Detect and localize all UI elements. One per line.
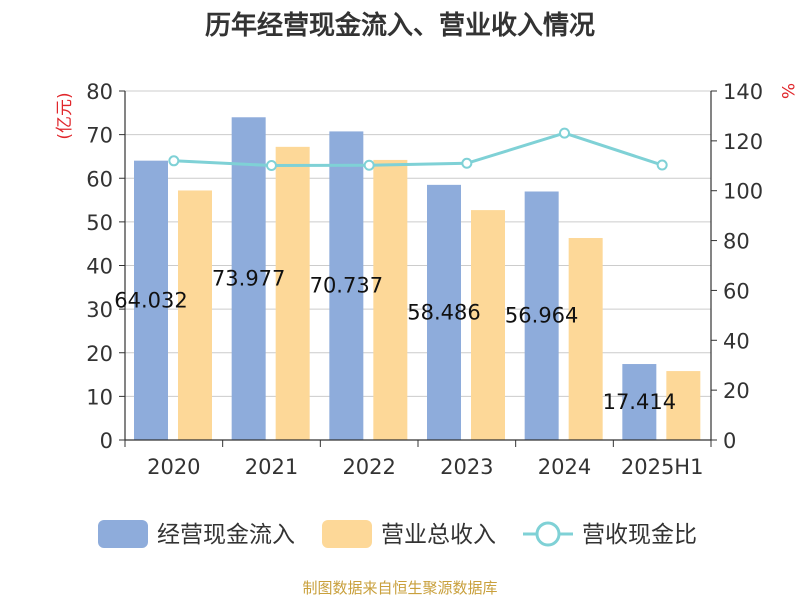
right-axis-tick-label: 120	[723, 130, 763, 154]
legend-swatch-cash-inflow	[98, 520, 148, 548]
right-axis-tick-label: 140	[723, 80, 763, 104]
left-axis-tick-label: 70	[86, 124, 113, 148]
ratio-point	[656, 159, 668, 171]
left-axis-tick-label: 0	[100, 429, 113, 453]
ratio-point	[461, 157, 473, 169]
x-axis-tick-label: 2022	[342, 455, 395, 479]
cash-inflow-bar	[427, 184, 461, 440]
revenue-bar	[471, 210, 505, 440]
ratio-line	[168, 127, 668, 172]
cash-inflow-bar	[231, 117, 266, 441]
x-axis-tick-label: 2021	[245, 455, 298, 479]
ratio-point	[168, 155, 180, 167]
revenue-bar	[666, 371, 701, 440]
bar-series	[134, 117, 701, 441]
bar-labels: 64.032 73.977 70.737 58.486 56.964 17.414	[114, 267, 676, 414]
right-axis-tick-label: 80	[723, 230, 750, 254]
revenue-bar	[373, 159, 408, 441]
chart-title: 历年经营现金流入、营业收入情况	[205, 10, 595, 41]
cash-inflow-bar	[622, 364, 657, 440]
cash-inflow-bar-label: 56.964	[505, 304, 578, 328]
left-axis-tick-label: 40	[86, 255, 113, 279]
cash-inflow-bar	[134, 160, 168, 440]
right-axis-tick-label: 60	[723, 279, 750, 303]
cash-inflow-bar	[524, 191, 559, 440]
x-axis-tick-label: 2024	[538, 455, 591, 479]
cash-inflow-bar-label: 70.737	[310, 274, 383, 298]
ratio-point	[266, 160, 277, 172]
legend-swatch-revenue	[322, 520, 372, 548]
legend-swatch-ratio-marker	[535, 521, 561, 547]
cash-inflow-bar-label: 73.977	[212, 267, 285, 291]
left-axis-unit: (亿元)	[55, 92, 75, 139]
right-axis-tick-label: 40	[723, 329, 750, 353]
legend-label-revenue: 营业总收入	[381, 522, 496, 548]
source-note: 制图数据来自恒生聚源数据库	[302, 579, 497, 597]
left-axis-tick-label: 20	[86, 342, 113, 366]
left-axis-tick-label: 80	[86, 80, 113, 104]
x-axis-tick-label: 2020	[147, 455, 200, 479]
legend-label-ratio: 营收现金比	[582, 522, 697, 548]
legend-label-cash-inflow: 经营现金流入	[157, 522, 295, 548]
left-axis-tick-label: 30	[86, 298, 113, 322]
right-axis-tick-label: 100	[723, 180, 763, 204]
gridlines	[125, 90, 711, 397]
cash-inflow-bar-label: 64.032	[114, 288, 187, 312]
revenue-bar	[568, 238, 603, 440]
ratio-line-path	[173, 131, 663, 168]
cash-inflow-bar-label: 58.486	[407, 300, 480, 324]
revenue-bar	[275, 146, 310, 440]
right-axis-tick-label: 20	[723, 379, 750, 403]
revenue-bar	[178, 190, 212, 440]
cash-inflow-bar	[329, 131, 364, 440]
left-axis-tick-label: 50	[86, 211, 113, 235]
x-axis-tick-label: 2025H1	[621, 455, 704, 479]
right-axis-tick-label: 0	[723, 429, 736, 453]
ratio-point	[559, 127, 570, 139]
ratio-point	[363, 159, 375, 171]
right-axis-unit: %	[777, 83, 797, 99]
axes: 0 10 20 30 40 50 60 70 80 0 20 40 60 80 100 120 140 2020 2…	[86, 80, 763, 479]
left-axis-tick-label: 60	[86, 167, 113, 191]
cash-inflow-bar-label: 17.414	[603, 390, 676, 414]
legend: 经营现金流入 营业总收入 营收现金比	[98, 520, 697, 548]
x-axis-tick-label: 2023	[440, 455, 493, 479]
left-axis-tick-label: 10	[86, 385, 113, 409]
